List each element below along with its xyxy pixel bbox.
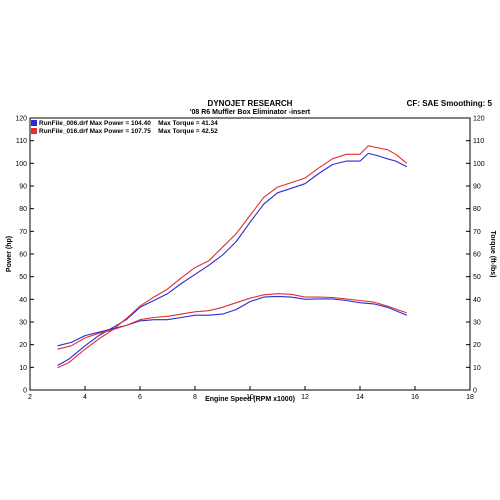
y-tick-label-right: 70 [473,229,481,236]
y-tick-label-right: 60 [473,252,481,259]
y-tick-label-left: 90 [19,184,27,191]
legend-max-torque-label: Max Torque = [158,120,200,127]
legend-max-torque-label: Max Torque = [158,128,200,135]
y-tick-label-left: 120 [15,116,27,123]
y-tick-label-right: 20 [473,342,481,349]
legend-max-power: 104.40 [130,120,151,127]
y-tick-label-right: 10 [473,365,481,372]
legend-max-power-label: Max Power = [89,120,130,127]
y-tick-label-right: 40 [473,297,481,304]
series-line-3 [57,293,407,350]
y-tick-label-left: 50 [19,274,27,281]
y-tick-label-left: 60 [19,252,27,259]
x-tick-label: 12 [301,394,309,401]
y-tick-label-right: 100 [473,161,485,168]
series-line-2 [57,295,408,347]
x-tick-label: 16 [411,394,419,401]
x-tick-label: 4 [83,394,87,401]
legend-entry-run006: RunFile_006.drf Max Power = 104.40 Max T… [31,120,218,127]
x-tick-label: 18 [466,394,474,401]
legend-file: RunFile_016.drf [39,128,88,135]
cf-label: CF: SAE [406,99,439,108]
legend-max-torque: 41.34 [201,120,218,127]
y-tick-label-right: 30 [473,320,481,327]
chart-subtitle: '08 R6 Muffler Box Eliminator -insert [189,109,311,116]
legend-max-power: 107.75 [130,128,151,135]
y-tick-label-left: 70 [19,229,27,236]
x-tick-label: 10 [246,394,254,401]
y-tick-label-right: 90 [473,184,481,191]
y-tick-label-left: 10 [19,365,27,372]
x-tick-label: 6 [138,394,142,401]
y-axis-label-left: Power (hp) [6,236,13,272]
y-tick-label-left: 110 [16,138,27,145]
y-tick-label-right: 50 [473,274,481,281]
x-tick-label: 8 [193,394,197,401]
y-tick-label-right: 0 [473,388,477,395]
chart-title: DYNOJET RESEARCH [207,99,293,108]
x-axis-label: Engine Speed (RPM x1000) [205,396,295,403]
y-tick-label-left: 20 [19,342,27,349]
legend-file: RunFile_006.drf [39,120,88,127]
cf-smoothing-label: CF: SAE Smoothing: 5 [407,99,492,108]
series-line-1 [57,145,408,369]
legend-entry-run016: RunFile_016.drf Max Power = 107.75 Max T… [31,128,218,135]
legend-max-torque: 42.52 [201,128,218,135]
y-axis-label-right: Torque (ft-lbs) [489,231,496,278]
y-tick-label-left: 30 [19,320,27,327]
y-tick-label-left: 100 [15,161,27,168]
x-tick-label: 14 [356,394,364,401]
smoothing-label: Smoothing: 5 [440,99,492,108]
series-lines [57,145,408,369]
legend-max-power-label: Max Power = [89,128,130,135]
y-tick-label-right: 120 [473,116,485,123]
y-tick-label-right: 110 [473,138,484,145]
series-line-0 [57,152,408,366]
x-tick-label: 2 [28,394,32,401]
y-tick-label-left: 40 [19,297,27,304]
y-tick-label-right: 80 [473,206,481,213]
plot-frame [29,117,471,391]
y-tick-label-left: 0 [23,388,27,395]
legend-swatch-run016 [31,128,37,134]
legend-swatch-run006 [31,120,37,126]
y-tick-label-left: 80 [19,206,27,213]
